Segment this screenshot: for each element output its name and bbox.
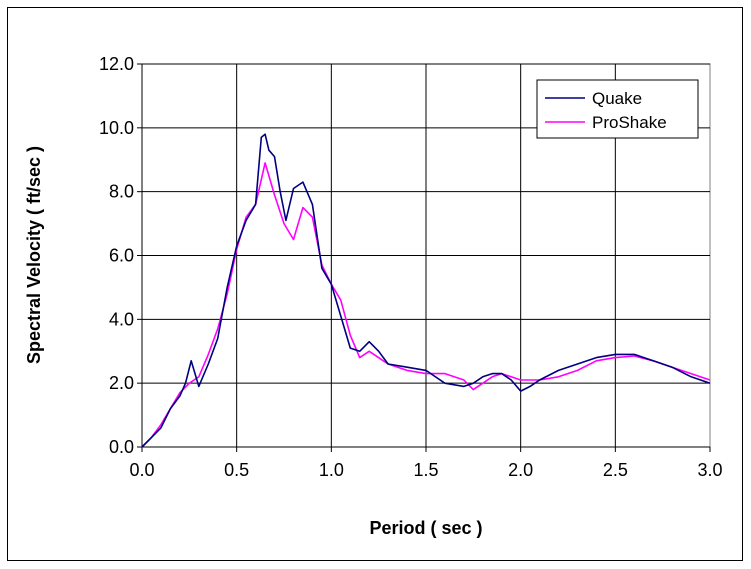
x-axis-title: Period ( sec ) [369, 518, 482, 538]
legend: Quake ProShake [536, 79, 699, 139]
axes: 0.0 0.5 1.0 1.5 2.0 2.5 3.0 0.0 2.0 4.0 6.0 8.0 10.0… [99, 54, 723, 480]
x-tick-label: 0.5 [224, 460, 249, 480]
x-tick-label: 2.5 [603, 460, 628, 480]
y-tick-label: 8.0 [109, 182, 134, 202]
x-tick-label: 0.0 [129, 460, 154, 480]
y-tick-label: 2.0 [109, 373, 134, 393]
series-line-quake [141, 133, 711, 448]
y-tick-label: 0.0 [109, 437, 134, 457]
y-tick-label: 12.0 [99, 54, 134, 74]
y-tick-label: 4.0 [109, 309, 134, 329]
y-axis-title: Spectral Velocity ( ft/sec ) [24, 146, 44, 364]
y-tick-label: 6.0 [109, 246, 134, 266]
legend-label-quake: Quake [592, 89, 642, 108]
x-tick-label: 2.0 [508, 460, 533, 480]
legend-label-proshake: ProShake [592, 113, 667, 132]
x-tick-label: 1.5 [413, 460, 438, 480]
series-line-proshake [141, 162, 711, 448]
y-tick-label: 10.0 [99, 118, 134, 138]
legend-box [536, 79, 699, 139]
data-series [141, 133, 711, 448]
x-tick-label: 3.0 [697, 460, 722, 480]
x-tick-label: 1.0 [319, 460, 344, 480]
